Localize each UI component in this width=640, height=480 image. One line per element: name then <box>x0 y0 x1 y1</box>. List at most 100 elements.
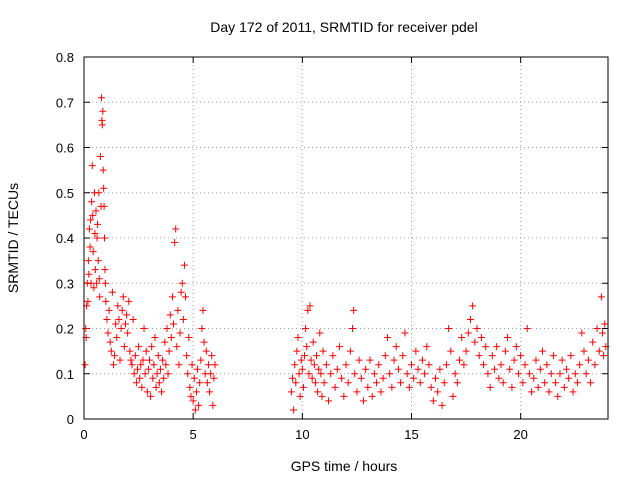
data-point <box>499 379 507 387</box>
data-point <box>194 365 202 373</box>
data-point <box>456 356 464 364</box>
data-point <box>188 361 196 369</box>
data-point <box>495 374 503 382</box>
data-point <box>163 325 171 332</box>
y-tick-label: 0.1 <box>56 367 74 382</box>
data-point <box>346 347 354 355</box>
data-point <box>501 347 509 355</box>
data-point <box>293 347 301 355</box>
data-point <box>589 338 597 346</box>
data-point <box>161 338 169 346</box>
data-point <box>451 370 459 378</box>
data-point <box>211 361 219 369</box>
data-point <box>412 347 420 355</box>
data-point <box>197 356 205 364</box>
data-point <box>167 334 175 342</box>
data-point <box>308 374 316 382</box>
data-point <box>534 383 542 391</box>
data-point <box>351 370 359 378</box>
data-point <box>185 334 193 342</box>
data-point <box>397 379 405 387</box>
data-point <box>82 325 90 332</box>
data-point <box>314 388 322 396</box>
data-point <box>447 347 455 355</box>
data-point <box>85 225 93 233</box>
data-point <box>434 388 442 396</box>
data-point <box>180 261 188 269</box>
data-point <box>600 352 608 360</box>
data-point <box>349 325 357 332</box>
data-point <box>554 392 562 400</box>
data-point <box>84 257 92 265</box>
data-point <box>295 370 303 378</box>
data-point <box>103 315 111 323</box>
data-point <box>196 379 204 387</box>
data-point <box>453 379 461 387</box>
data-point <box>338 374 346 382</box>
data-point <box>156 365 164 373</box>
data-point <box>315 365 323 373</box>
data-point <box>558 356 566 364</box>
data-point <box>94 220 102 228</box>
data-point <box>133 365 141 373</box>
data-point <box>123 311 131 319</box>
data-point <box>571 370 579 378</box>
data-point <box>366 356 374 364</box>
data-point <box>165 347 173 355</box>
data-point <box>207 370 215 378</box>
data-point <box>340 392 348 400</box>
data-point <box>88 198 96 206</box>
data-point <box>427 383 435 391</box>
data-point <box>130 370 138 378</box>
y-tick-label: 0 <box>67 412 74 427</box>
data-point <box>578 329 586 337</box>
data-point <box>355 356 363 364</box>
data-point <box>106 338 114 346</box>
data-point <box>92 207 100 215</box>
data-point <box>149 374 157 382</box>
data-point <box>101 266 109 274</box>
data-point <box>121 320 129 328</box>
data-point <box>142 347 150 355</box>
data-point <box>486 383 494 391</box>
data-point <box>290 406 298 414</box>
data-point <box>88 162 96 170</box>
data-point <box>159 356 167 364</box>
data-point <box>191 406 199 414</box>
data-point <box>386 370 394 378</box>
data-point <box>296 392 304 400</box>
data-point <box>473 325 481 332</box>
data-point <box>317 370 325 378</box>
y-tick-label: 0.2 <box>56 322 74 337</box>
data-point <box>100 184 108 192</box>
data-point <box>514 370 522 378</box>
data-point <box>173 343 181 351</box>
y-tick-label: 0.3 <box>56 276 74 291</box>
data-point <box>95 275 103 283</box>
data-point <box>333 365 341 373</box>
data-point <box>353 388 361 396</box>
data-point <box>119 293 127 301</box>
data-point <box>587 379 595 387</box>
data-point <box>368 392 376 400</box>
data-point <box>462 347 470 355</box>
data-point <box>432 374 440 382</box>
data-point <box>118 306 126 314</box>
data-point <box>504 334 512 342</box>
data-point <box>144 365 152 373</box>
data-point <box>115 315 123 323</box>
data-point <box>445 325 453 332</box>
data-point <box>399 352 407 360</box>
data-point <box>493 343 501 351</box>
data-point <box>139 356 147 364</box>
data-point <box>436 365 444 373</box>
data-point <box>97 94 105 102</box>
data-point <box>569 388 577 396</box>
axis-ticks: 0 5 10 15 20 0 0.1 0.2 0.3 0.4 0.5 0.6 0.7 0.8 <box>56 50 608 442</box>
data-point <box>421 370 429 378</box>
data-point <box>174 306 182 314</box>
data-point <box>565 374 573 382</box>
data-point <box>471 338 479 346</box>
data-point <box>506 365 514 373</box>
